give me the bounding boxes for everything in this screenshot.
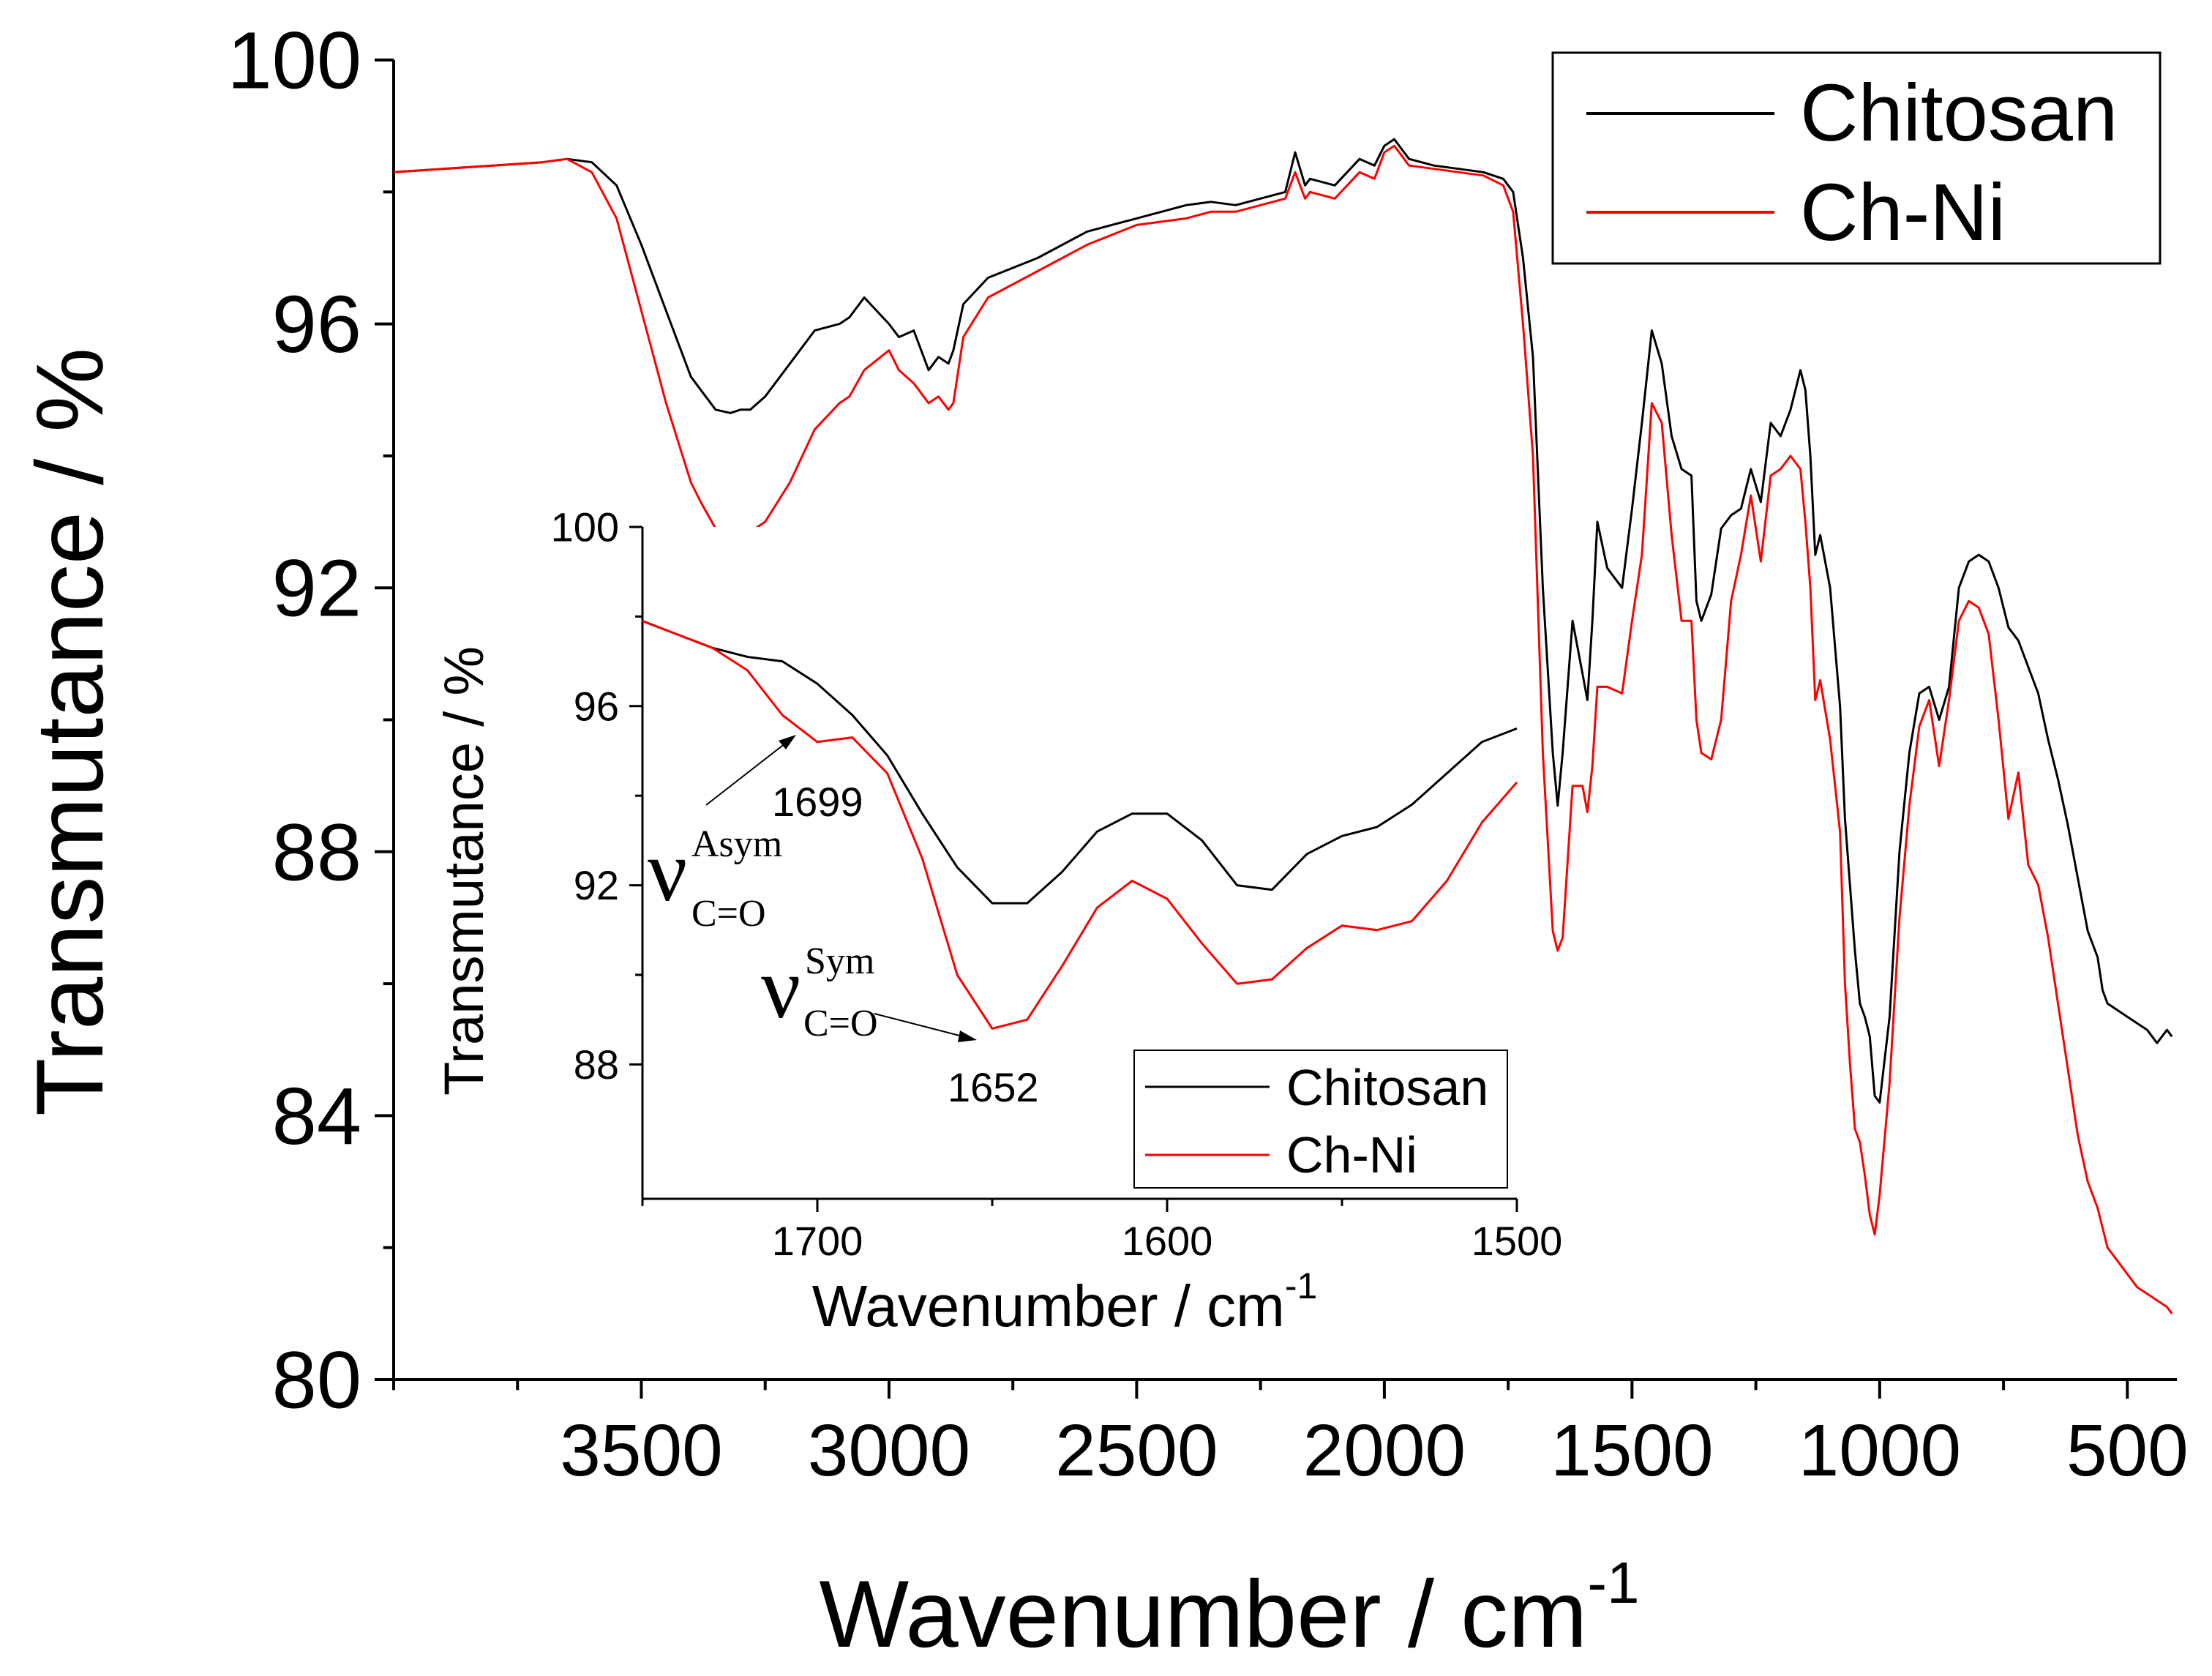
main-x-axis-label-sup: -1: [1587, 1550, 1639, 1615]
annotation-sym-nu: ν: [761, 939, 801, 1036]
inset-legend-box: [1133, 1050, 1508, 1189]
inset-series-chitosan: [642, 620, 1518, 905]
annotation-asym-sub: C=O: [691, 893, 766, 935]
main-y-ticks: 80 84 88 92 96 100: [227, 16, 394, 1426]
main-x-tick-label: 1500: [1551, 1410, 1713, 1492]
main-x-tick-label: 2000: [1303, 1410, 1466, 1492]
inset-x-axis-label-sup: -1: [1285, 1265, 1317, 1306]
annotation-sym-sup: Sym: [805, 940, 874, 982]
main-x-tick-label: 500: [2066, 1410, 2189, 1492]
inset-x-tick-label: 1700: [772, 1218, 863, 1264]
main-legend-box: [1551, 51, 2162, 265]
inset-x-ticks: 1700 1600 1500: [641, 1199, 1563, 1264]
main-y-tick-label: 84: [272, 1071, 361, 1161]
main-x-axis-label-text: Wavenumber / cm: [819, 1560, 1587, 1667]
inset-legend: Chitosan Ch-Ni: [1133, 1050, 1508, 1189]
main-legend-label-chitosan: Chitosan: [1800, 68, 2118, 158]
inset-series-ch-ni: [642, 620, 1518, 1030]
main-y-tick-label: 92: [272, 544, 361, 634]
main-y-tick-label: 96: [272, 280, 361, 370]
annotation-sym-sub: C=O: [803, 1003, 878, 1044]
inset-x-axis-label-text: Wavenumber / cm: [812, 1273, 1285, 1339]
inset-x-axis-label: Wavenumber / cm-1: [812, 1265, 1318, 1339]
main-y-tick-label: 80: [272, 1336, 361, 1426]
annotation-asym-label: 1699: [772, 779, 863, 825]
main-x-tick-label: 3000: [808, 1410, 970, 1492]
annotation-sym-arrowhead: [958, 1030, 977, 1042]
inset-x-tick-label: 1600: [1122, 1218, 1213, 1264]
annotation-sym-arrow: [874, 1013, 969, 1039]
inset-series: [642, 620, 1518, 1030]
main-series: [393, 138, 2173, 1314]
main-x-axis-label: Wavenumber / cm-1: [819, 1550, 1639, 1667]
inset-y-tick-label: 92: [574, 862, 619, 908]
inset-y-tick-label: 96: [574, 683, 619, 729]
main-legend: Chitosan Ch-Ni: [1551, 51, 2162, 265]
annotation-asym: ν Asym C=O 1699: [648, 735, 863, 935]
main-x-ticks: 3500 3000 2500 2000 1500 1000 500: [392, 1380, 2189, 1492]
main-series-ch-ni: [393, 144, 2173, 1314]
annotation-asym-arrow: [705, 740, 790, 806]
inset-y-tick-label: 88: [574, 1041, 619, 1088]
main-x-tick-label: 3500: [560, 1410, 722, 1492]
inset-legend-label-chitosan: Chitosan: [1286, 1059, 1488, 1116]
main-x-tick-label: 2500: [1055, 1410, 1218, 1492]
inset-x-tick-label: 1500: [1471, 1218, 1563, 1264]
inset-legend-label-chni: Ch-Ni: [1286, 1126, 1417, 1183]
annotation-sym-label: 1652: [948, 1064, 1039, 1110]
annotation-asym-arrowhead: [779, 735, 796, 749]
annotation-asym-nu: ν: [648, 822, 687, 919]
annotation-asym-sup: Asym: [691, 823, 782, 865]
main-plot: 80 84 88 92 96 100 3500 3000 2500 2000 1500 1000 50…: [16, 16, 2189, 1668]
main-y-tick-label: 100: [227, 16, 361, 106]
inset-y-ticks: 88 92 96 100: [551, 504, 642, 1088]
inset-y-axis-label: Transmutance / %: [433, 646, 495, 1096]
main-series-chitosan: [393, 138, 2173, 1104]
annotation-sym: ν Sym C=O 1652: [761, 939, 1039, 1110]
main-y-tick-label: 88: [272, 807, 361, 897]
main-legend-label-chni: Ch-Ni: [1800, 168, 2006, 258]
inset-y-tick-label: 100: [551, 504, 619, 550]
main-x-tick-label: 1000: [1799, 1410, 1961, 1492]
main-y-axis-label: Transmutance / %: [16, 348, 123, 1116]
